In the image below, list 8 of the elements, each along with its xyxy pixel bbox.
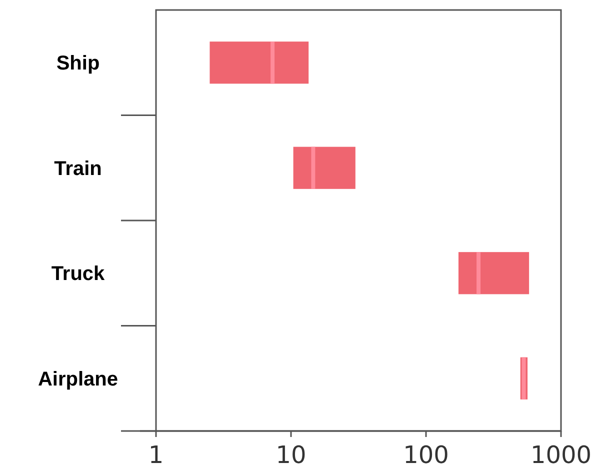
y-tick-label: Truck [51,263,106,286]
y-tick-label: Airplane [38,368,118,390]
y-tick-label: Ship [56,52,100,75]
y-tick-label: Train [54,158,102,180]
x-tick-label: 1000 [530,441,592,469]
x-tick-label: 10 [276,441,306,469]
x-tick-label: 100 [403,441,449,469]
x-tick-label: 1 [148,441,164,469]
